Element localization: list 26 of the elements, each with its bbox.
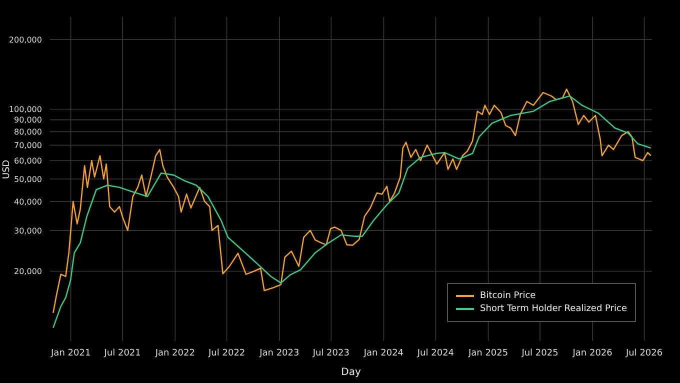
legend-label: Short Term Holder Realized Price xyxy=(480,304,627,314)
legend-label: Bitcoin Price xyxy=(480,291,536,301)
y-axis-title: USD xyxy=(2,160,12,179)
x-tick-label: Jul 2021 xyxy=(103,348,141,358)
x-tick-label: Jul 2026 xyxy=(624,348,663,358)
x-tick-label: Jul 2024 xyxy=(416,348,454,358)
x-tick-label: Jan 2021 xyxy=(50,348,91,358)
x-tick-label: Jan 2024 xyxy=(362,348,404,358)
y-tick-label: 60,000 xyxy=(14,156,42,166)
y-tick-label: 30,000 xyxy=(14,226,42,236)
x-tick-label: Jan 2025 xyxy=(467,348,508,358)
x-tick-label: Jan 2026 xyxy=(572,348,613,358)
x-tick-label: Jan 2023 xyxy=(258,348,300,358)
y-tick-label: 50,000 xyxy=(14,174,42,184)
x-tick-label: Jul 2023 xyxy=(312,348,350,358)
y-tick-label: 80,000 xyxy=(14,128,42,137)
y-tick-label: 20,000 xyxy=(14,267,42,276)
y-tick-label: 70,000 xyxy=(14,140,42,150)
y-tick-label: 90,000 xyxy=(14,116,42,125)
x-tick-label: Jul 2022 xyxy=(208,348,246,358)
y-tick-label: 40,000 xyxy=(14,197,42,206)
x-tick-label: Jul 2025 xyxy=(520,348,558,358)
y-tick-label: 100,000 xyxy=(8,105,42,114)
x-tick-label: Jan 2022 xyxy=(154,348,195,358)
x-axis-title: Day xyxy=(341,367,361,378)
y-tick-label: 200,000 xyxy=(8,35,42,44)
